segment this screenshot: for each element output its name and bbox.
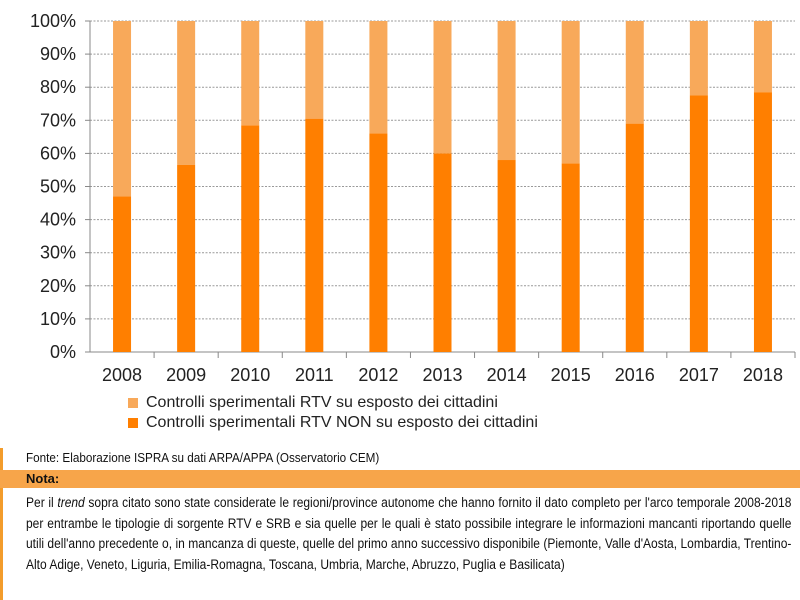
- bar-segment: [625, 123, 644, 352]
- bar-segment: [561, 21, 580, 164]
- y-tick-label: 10%: [40, 309, 76, 329]
- bar-segment: [689, 21, 708, 96]
- bar-segment: [305, 21, 324, 119]
- bar-segment: [177, 164, 196, 352]
- left-accent-border: [0, 448, 3, 600]
- source-note: Fonte: Elaborazione ISPRA su dati ARPA/A…: [26, 450, 380, 465]
- bar-segment: [497, 21, 516, 161]
- x-tick-label: 2012: [358, 365, 398, 385]
- bar-segment: [113, 196, 132, 352]
- y-tick-label: 90%: [40, 44, 76, 64]
- bar-segment: [241, 125, 260, 352]
- bar-segment: [625, 21, 644, 124]
- bar-segment: [177, 21, 196, 165]
- nota-label: Nota:: [26, 471, 60, 486]
- legend-item-esposto: Controlli sperimentali RTV su esposto de…: [128, 394, 498, 412]
- x-tick-label: 2014: [487, 365, 527, 385]
- x-tick-label: 2013: [422, 365, 462, 385]
- nota-text-body: sopra citato sono state considerate le r…: [26, 495, 792, 572]
- y-tick-label: 70%: [40, 110, 76, 130]
- nota-text-start: Per il: [26, 495, 58, 510]
- y-tick-label: 50%: [40, 177, 76, 197]
- bar-segment: [433, 21, 452, 154]
- x-tick-label: 2016: [615, 365, 655, 385]
- y-tick-label: 30%: [40, 243, 76, 263]
- bar-segment: [369, 21, 388, 134]
- x-tick-label: 2015: [551, 365, 591, 385]
- bar-segment: [369, 133, 388, 352]
- bar-segment: [241, 21, 260, 126]
- bar-segment: [561, 163, 580, 352]
- bar-segment: [433, 153, 452, 352]
- x-tick-label: 2008: [102, 365, 142, 385]
- legend-label: Controlli sperimentali RTV NON su espost…: [146, 414, 538, 431]
- stacked-bar-chart: 0% 10% 20% 30% 40% 50% 60% 70% 80% 90% 100% 2008 200…: [30, 11, 796, 385]
- y-tick-label: 60%: [40, 143, 76, 163]
- nota-text: Per il trend sopra citato sono state con…: [26, 493, 791, 575]
- nota-text-italic: trend: [57, 495, 85, 510]
- y-tick-label: 0%: [50, 342, 76, 362]
- bar-segment: [305, 118, 324, 353]
- nota-header-band: [0, 470, 800, 488]
- x-tick-label: 2017: [679, 365, 719, 385]
- y-tick-label: 20%: [40, 276, 76, 296]
- x-tick-label: 2009: [166, 365, 206, 385]
- y-tick-label: 100%: [30, 11, 76, 31]
- bar-segment: [497, 160, 516, 352]
- legend-swatch: [128, 398, 138, 408]
- y-tick-label: 40%: [40, 210, 76, 230]
- y-tick-label: 80%: [40, 77, 76, 97]
- bar-segment: [689, 95, 708, 352]
- legend-item-non-esposto: Controlli sperimentali RTV NON su espost…: [128, 414, 538, 432]
- bar-segment: [753, 21, 772, 93]
- x-tick-label: 2011: [295, 365, 334, 385]
- legend-swatch: [128, 418, 138, 428]
- x-tick-label: 2018: [743, 365, 783, 385]
- bar-segment: [753, 92, 772, 352]
- x-tick-label: 2010: [230, 365, 270, 385]
- bar-segment: [113, 21, 132, 197]
- legend-label: Controlli sperimentali RTV su esposto de…: [146, 394, 498, 411]
